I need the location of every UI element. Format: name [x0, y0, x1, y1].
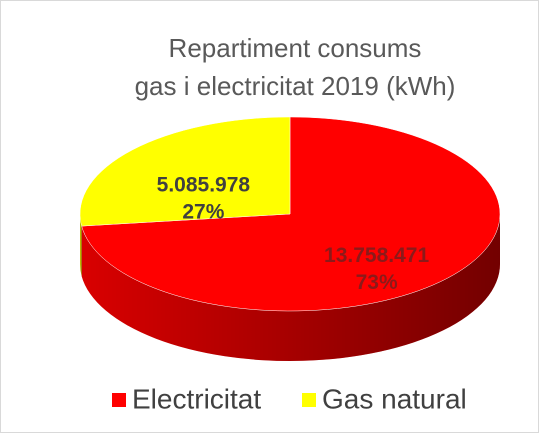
side-shade: [81, 214, 500, 361]
legend-label: Electricitat: [132, 383, 261, 414]
percent-label: 27%: [182, 200, 224, 223]
value-label: 13.758.471: [324, 244, 429, 267]
slice: [81, 116, 501, 312]
legend-label: Gas natural: [322, 383, 467, 414]
value-label: 5.085.978: [157, 173, 251, 196]
chart-title: gas i electricitat 2019 (kWh): [135, 71, 456, 101]
percent-label: 73%: [356, 271, 398, 294]
side-shade: [80, 214, 82, 277]
slice: [79, 116, 291, 227]
legend-swatch: [112, 393, 126, 407]
chart-title: Repartiment consums: [169, 33, 422, 63]
legend-swatch: [302, 393, 316, 407]
